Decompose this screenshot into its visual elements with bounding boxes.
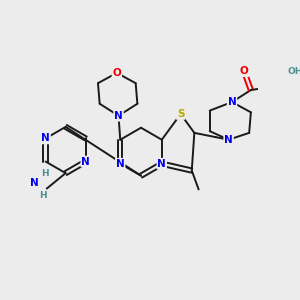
Text: N: N bbox=[116, 159, 124, 169]
Text: N: N bbox=[81, 157, 90, 166]
Text: S: S bbox=[177, 109, 184, 119]
Text: H: H bbox=[41, 169, 49, 178]
Text: N: N bbox=[158, 159, 166, 169]
Text: N: N bbox=[41, 134, 50, 143]
Text: O: O bbox=[112, 68, 121, 78]
Text: N: N bbox=[224, 135, 233, 145]
Text: O: O bbox=[240, 66, 248, 76]
Text: OH: OH bbox=[288, 67, 300, 76]
Text: H: H bbox=[39, 191, 46, 200]
Text: N: N bbox=[30, 178, 39, 188]
Text: N: N bbox=[228, 97, 236, 107]
Text: N: N bbox=[114, 111, 123, 121]
